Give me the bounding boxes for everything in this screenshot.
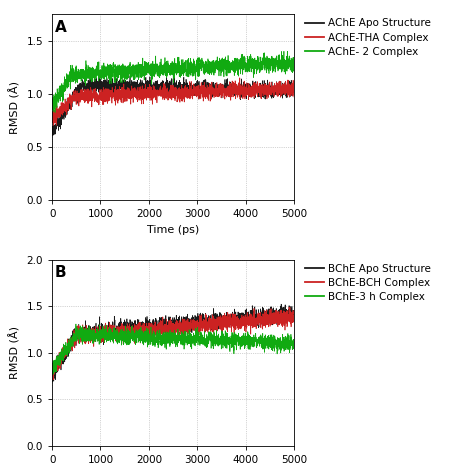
Y-axis label: RMSD (Å): RMSD (Å) <box>9 81 21 134</box>
Text: A: A <box>55 20 66 35</box>
Legend: AChE Apo Structure, AChE-THA Complex, AChE- 2 Complex: AChE Apo Structure, AChE-THA Complex, AC… <box>301 14 435 61</box>
Legend: BChE Apo Structure, BChE-BCH Complex, BChE-3 h Complex: BChE Apo Structure, BChE-BCH Complex, BC… <box>301 260 435 306</box>
Y-axis label: RMSD (Å): RMSD (Å) <box>9 326 21 379</box>
X-axis label: Time (ps): Time (ps) <box>147 225 199 235</box>
Text: B: B <box>55 265 66 280</box>
